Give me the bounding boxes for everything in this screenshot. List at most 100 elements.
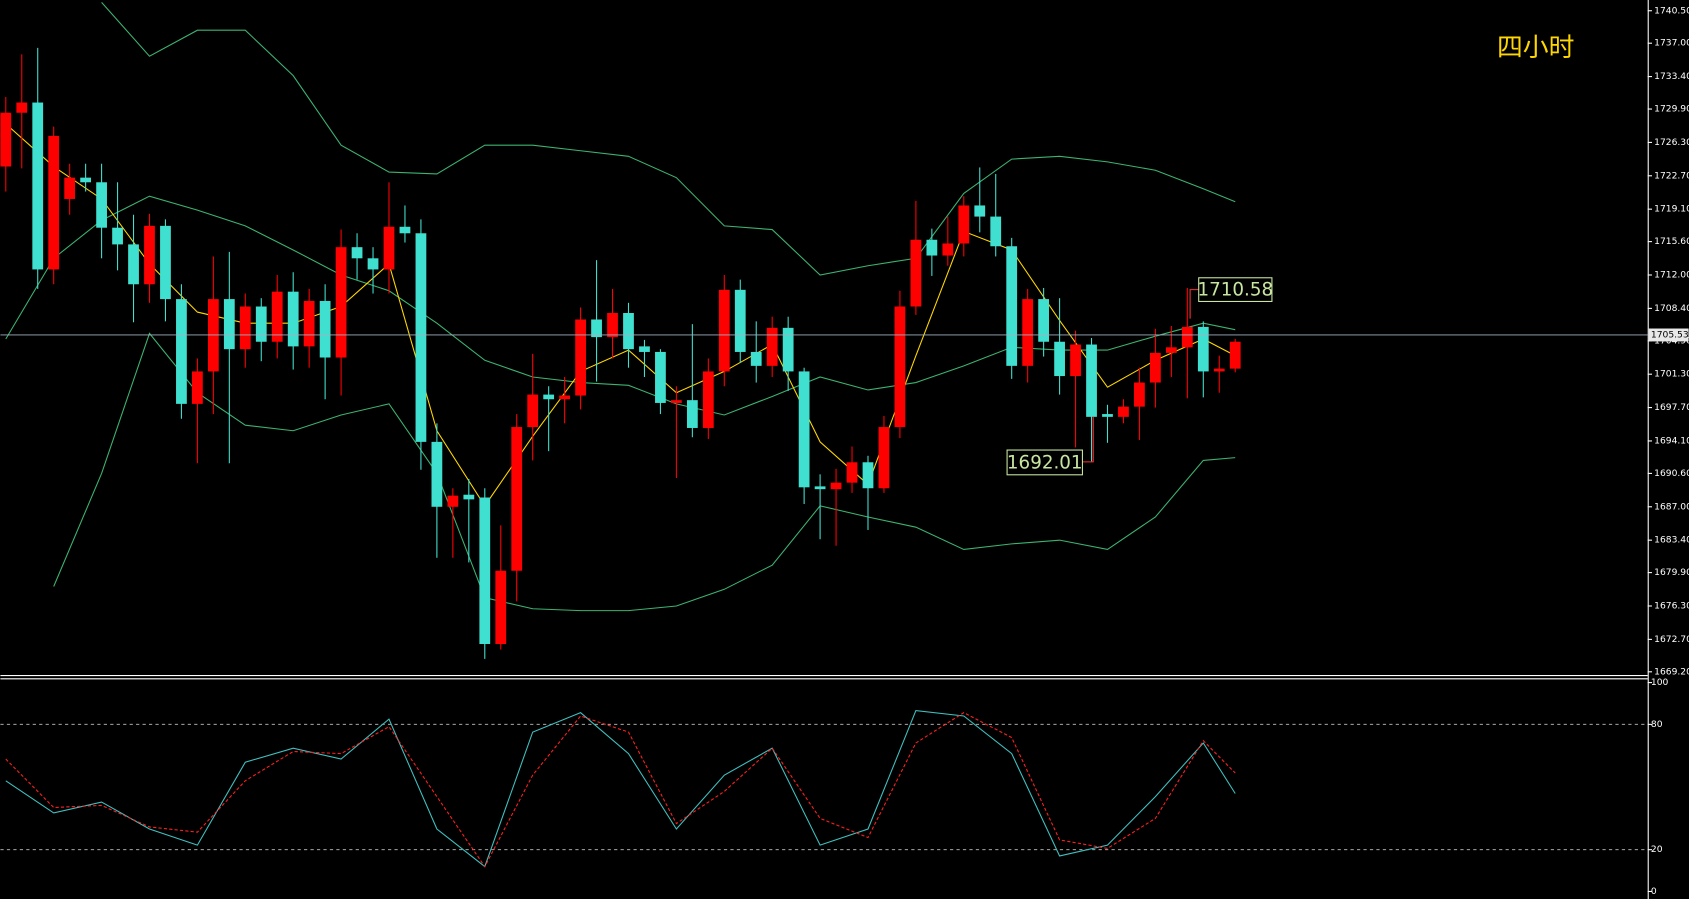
candle-body	[655, 351, 666, 403]
candle-body	[479, 497, 491, 644]
candle-body	[846, 462, 858, 483]
candle-body	[527, 394, 539, 428]
candle-body	[718, 289, 730, 372]
y-tick-label: 1733.40	[1654, 72, 1689, 82]
candle-body	[671, 400, 682, 403]
candle-body	[734, 289, 746, 352]
y-tick-label: 1679.90	[1654, 568, 1689, 578]
candle-body	[239, 306, 251, 350]
candle-body	[1134, 382, 1145, 407]
y-tick-label: 1676.30	[1654, 601, 1689, 611]
candle-body	[192, 371, 203, 404]
candle-body	[160, 225, 171, 300]
candle-body	[399, 226, 411, 234]
y-tick-label: 1701.30	[1654, 370, 1689, 380]
annotation-connector	[1189, 289, 1199, 319]
candle-body	[80, 177, 92, 183]
last-price-box	[1648, 328, 1689, 342]
y-tick-label: 1694.10	[1654, 436, 1689, 446]
y-tick-label: 100	[1651, 678, 1669, 688]
oscillator-line	[5, 712, 1236, 868]
candle-body	[1086, 344, 1097, 417]
candle-body	[223, 299, 235, 350]
annotation-box	[1198, 277, 1273, 302]
last-price-label: 1705.53	[1651, 330, 1689, 340]
candle-body	[862, 462, 874, 489]
candle-body	[255, 306, 267, 342]
y-tick-label: 1719.10	[1654, 205, 1689, 215]
candle-body	[878, 427, 890, 489]
candle-body	[958, 205, 970, 244]
candle-body	[766, 327, 778, 366]
y-tick-label: 1690.60	[1654, 469, 1689, 479]
y-tick-label: 1669.20	[1654, 667, 1689, 677]
candle-body	[431, 441, 443, 507]
candle-body	[319, 300, 331, 358]
candle-body	[271, 291, 283, 342]
y-tick-label: 1726.30	[1654, 138, 1689, 148]
candle-body	[144, 225, 155, 285]
candle-body	[176, 299, 187, 404]
candle-body	[1038, 299, 1050, 342]
candle-body	[894, 306, 906, 428]
candle-body	[1165, 347, 1177, 353]
candle-body	[782, 327, 794, 372]
candle-body	[128, 244, 139, 285]
y-tick-label: 20	[1651, 845, 1663, 855]
y-tick-label: 1687.00	[1654, 502, 1689, 512]
candle-body	[575, 319, 586, 396]
candle-body	[1102, 414, 1113, 417]
overlay-line	[53, 332, 1236, 612]
candle-body	[48, 135, 60, 270]
candle-body	[910, 239, 922, 307]
candle-body	[926, 239, 938, 256]
candle-body	[942, 243, 954, 256]
oscillator-line	[5, 710, 1236, 868]
y-tick-label: 1715.60	[1654, 237, 1689, 247]
candle-body	[64, 177, 76, 199]
candle-body	[798, 371, 810, 488]
candle-body	[1150, 352, 1161, 383]
candle-body	[1070, 344, 1081, 377]
candle-body	[415, 233, 427, 442]
candle-body	[303, 300, 315, 347]
annotation-box	[1006, 449, 1083, 476]
candle-body	[367, 258, 379, 270]
y-tick-label: 1697.70	[1654, 403, 1689, 413]
candle-body	[639, 346, 650, 352]
y-tick-label: 1722.70	[1654, 171, 1689, 181]
y-tick-label: 1740.50	[1654, 6, 1689, 16]
candle-body	[96, 182, 107, 228]
candle-body	[16, 102, 28, 113]
candle-body	[990, 216, 1002, 247]
y-tick-label: 0	[1651, 887, 1657, 897]
candle-body	[511, 427, 523, 571]
y-tick-label: 1708.40	[1654, 304, 1689, 314]
candle-body	[32, 102, 44, 270]
y-tick-label: 1729.90	[1654, 105, 1689, 115]
y-tick-label: 1712.00	[1654, 270, 1689, 280]
annotation-label: 1710.58	[1197, 280, 1273, 301]
candle-body	[686, 400, 698, 428]
candle-body	[623, 313, 634, 350]
candle-body	[1229, 341, 1241, 369]
y-tick-label: 1737.00	[1654, 39, 1689, 49]
candle-body	[287, 291, 299, 347]
candle-body	[814, 486, 826, 490]
candle-body	[383, 226, 395, 270]
y-tick-label: 1672.70	[1654, 635, 1689, 645]
y-tick-label: 80	[1651, 720, 1663, 730]
candle-body	[559, 395, 571, 400]
candle-body	[463, 494, 475, 500]
candle-body	[830, 482, 842, 490]
candle-body	[974, 205, 986, 217]
overlay-line	[101, 2, 1236, 276]
chart-title: 四小时	[1497, 33, 1574, 63]
candle-body	[1054, 341, 1065, 377]
y-tick-label: 1683.40	[1654, 536, 1689, 546]
annotation-label: 1692.01	[1007, 452, 1083, 473]
candle-body	[607, 313, 618, 338]
candle-body	[1118, 406, 1129, 417]
